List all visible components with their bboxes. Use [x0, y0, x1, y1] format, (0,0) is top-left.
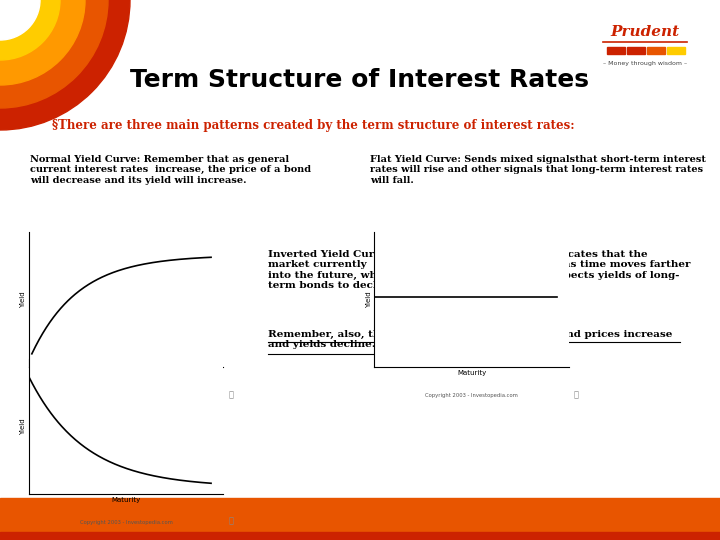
Wedge shape	[0, 0, 108, 108]
Text: §There are three main patterns created by the term structure of interest rates:: §There are three main patterns created b…	[52, 118, 575, 132]
Bar	[0, 532, 720, 540]
X-axis label: Maturity: Maturity	[112, 497, 140, 503]
Wedge shape	[0, 0, 85, 85]
Bar	[647, 47, 665, 54]
Text: Remember, also, that as interest rates decrease, bond prices increase
and yields: Remember, also, that as interest rates d…	[268, 330, 672, 349]
Text: Prudent: Prudent	[611, 25, 680, 39]
Text: ⓘ: ⓘ	[228, 517, 233, 526]
Text: Copyright 2003 - Investopedia.com: Copyright 2003 - Investopedia.com	[426, 393, 518, 398]
Wedge shape	[0, 0, 60, 60]
Bar	[607, 47, 625, 54]
Text: Normal Yield Curve: Remember that as general
current interest rates  increase, t: Normal Yield Curve: Remember that as gen…	[30, 155, 311, 185]
Bar	[627, 47, 645, 54]
Y-axis label: Yield: Yield	[20, 292, 26, 308]
X-axis label: Maturity: Maturity	[457, 370, 486, 376]
X-axis label: Maturity: Maturity	[112, 370, 140, 376]
Bar	[0, 498, 720, 540]
Text: ⓘ: ⓘ	[574, 390, 579, 399]
Text: Inverted Yield Curve : The inverted  yield curve indicates that the
market curre: Inverted Yield Curve : The inverted yiel…	[268, 250, 690, 290]
Wedge shape	[0, 0, 130, 130]
Y-axis label: Yield: Yield	[366, 292, 372, 308]
Text: Copyright 2003 - Investopedia.com: Copyright 2003 - Investopedia.com	[80, 520, 172, 525]
Text: Term Structure of Interest Rates: Term Structure of Interest Rates	[130, 68, 590, 92]
Circle shape	[0, 0, 40, 40]
Y-axis label: Yield: Yield	[20, 418, 26, 435]
Text: Copyright 2003 - Investopedia.com: Copyright 2003 - Investopedia.com	[80, 393, 172, 398]
Text: ⓘ: ⓘ	[228, 390, 233, 399]
Bar	[667, 47, 685, 54]
Text: – Money through wisdom –: – Money through wisdom –	[603, 62, 687, 66]
Text: Flat Yield Curve: Sends mixed signalsthat short-term interest
rates will rise an: Flat Yield Curve: Sends mixed signalstha…	[370, 155, 706, 185]
